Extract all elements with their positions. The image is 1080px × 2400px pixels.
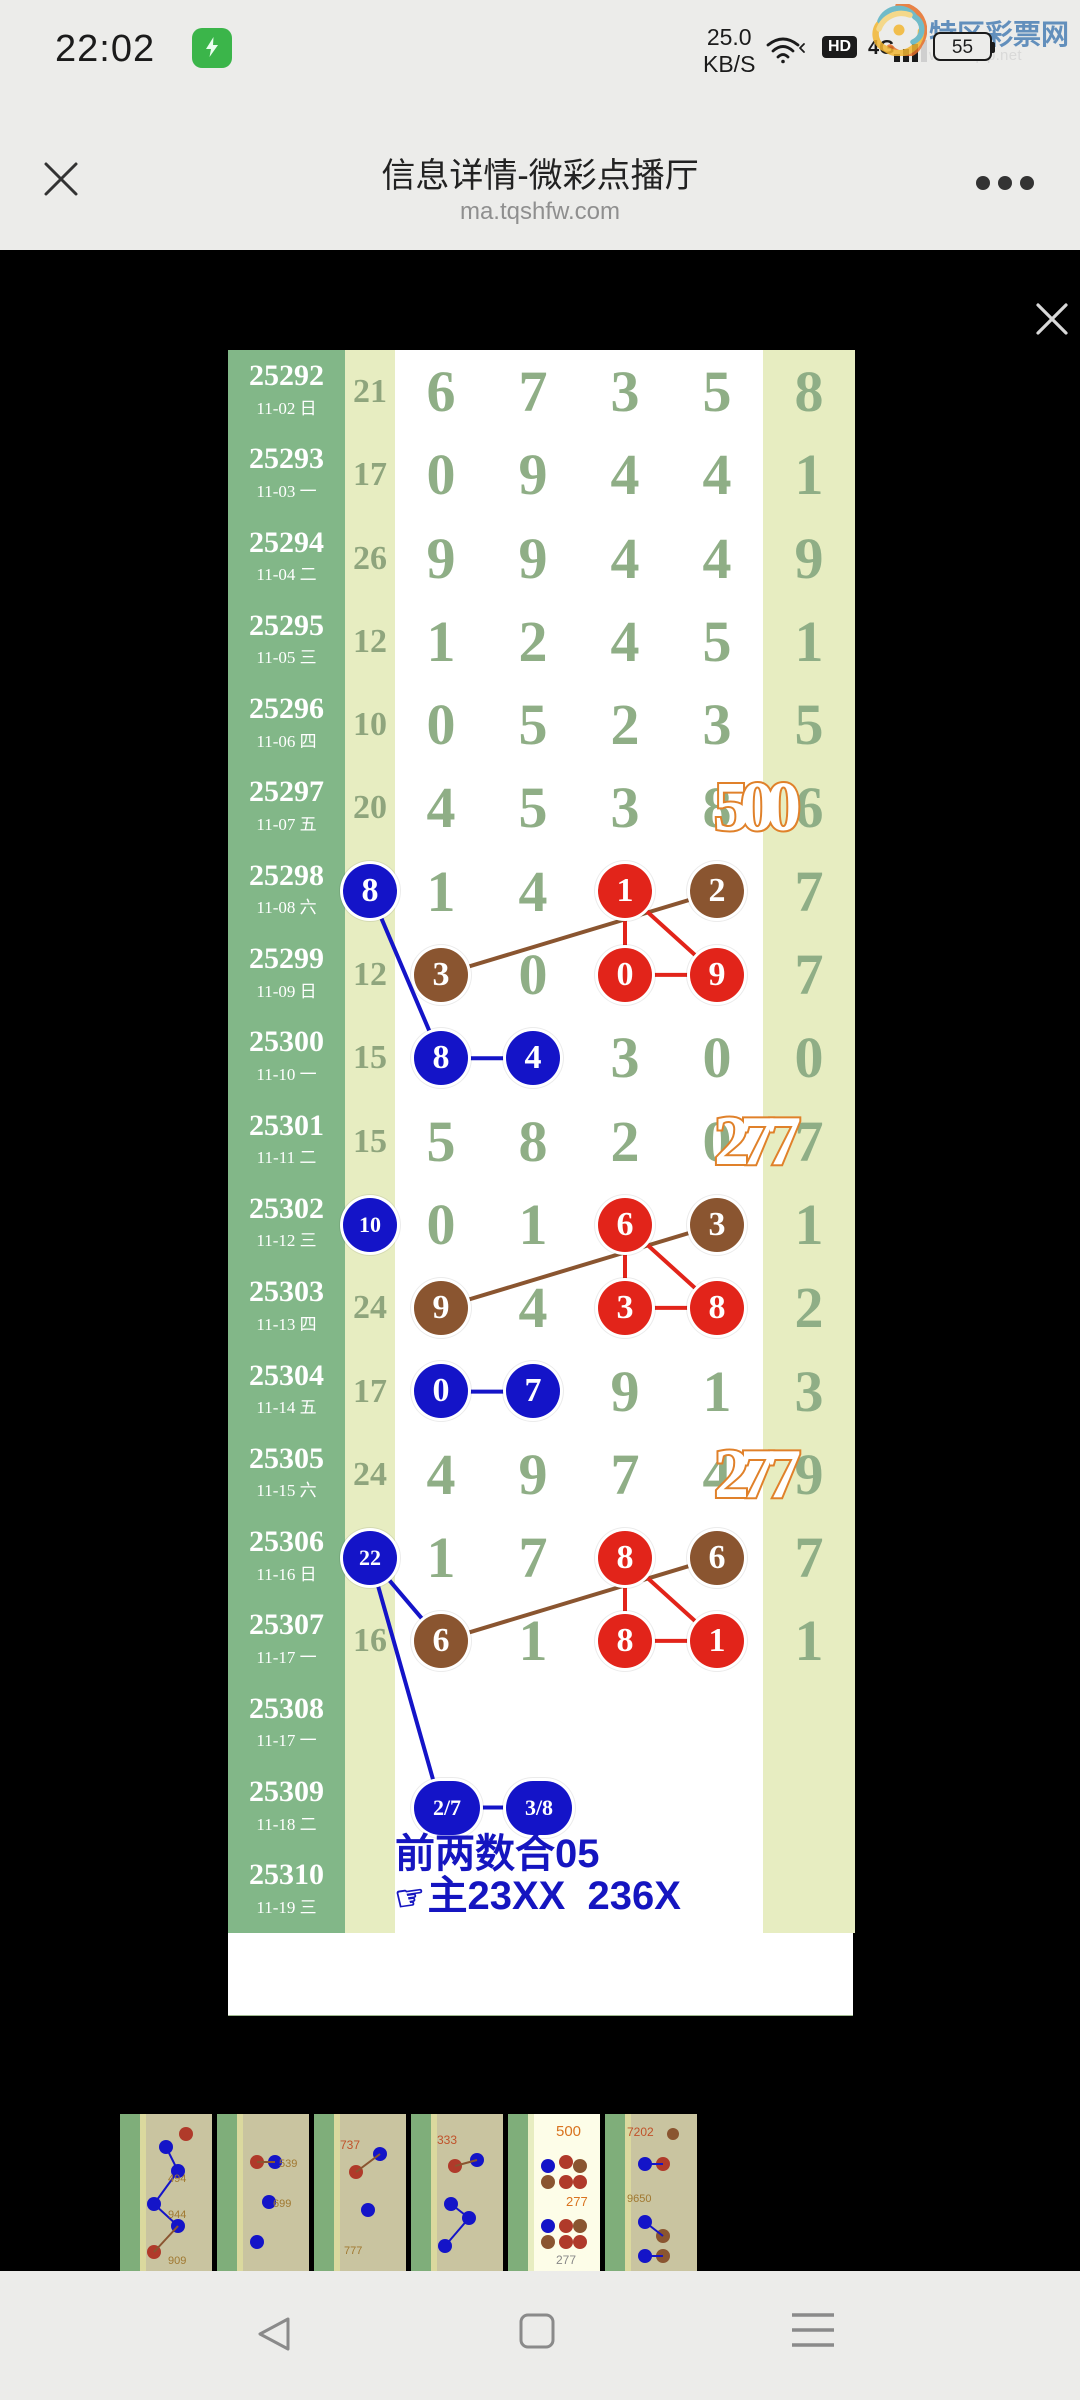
- svg-text:737: 737: [340, 2138, 360, 2152]
- svg-text:277: 277: [556, 2253, 576, 2267]
- svg-text:9650: 9650: [627, 2193, 651, 2205]
- svg-text:539: 539: [279, 2158, 297, 2170]
- svg-text:777: 777: [344, 2245, 362, 2257]
- svg-text:7202: 7202: [627, 2125, 654, 2139]
- svg-text:494: 494: [168, 2173, 186, 2185]
- svg-text:333: 333: [437, 2133, 457, 2147]
- svg-text:944: 944: [168, 2209, 186, 2221]
- svg-text:699: 699: [273, 2198, 291, 2210]
- svg-text:277: 277: [566, 2194, 588, 2209]
- svg-text:909: 909: [168, 2255, 186, 2267]
- svg-text:500: 500: [556, 2123, 581, 2140]
